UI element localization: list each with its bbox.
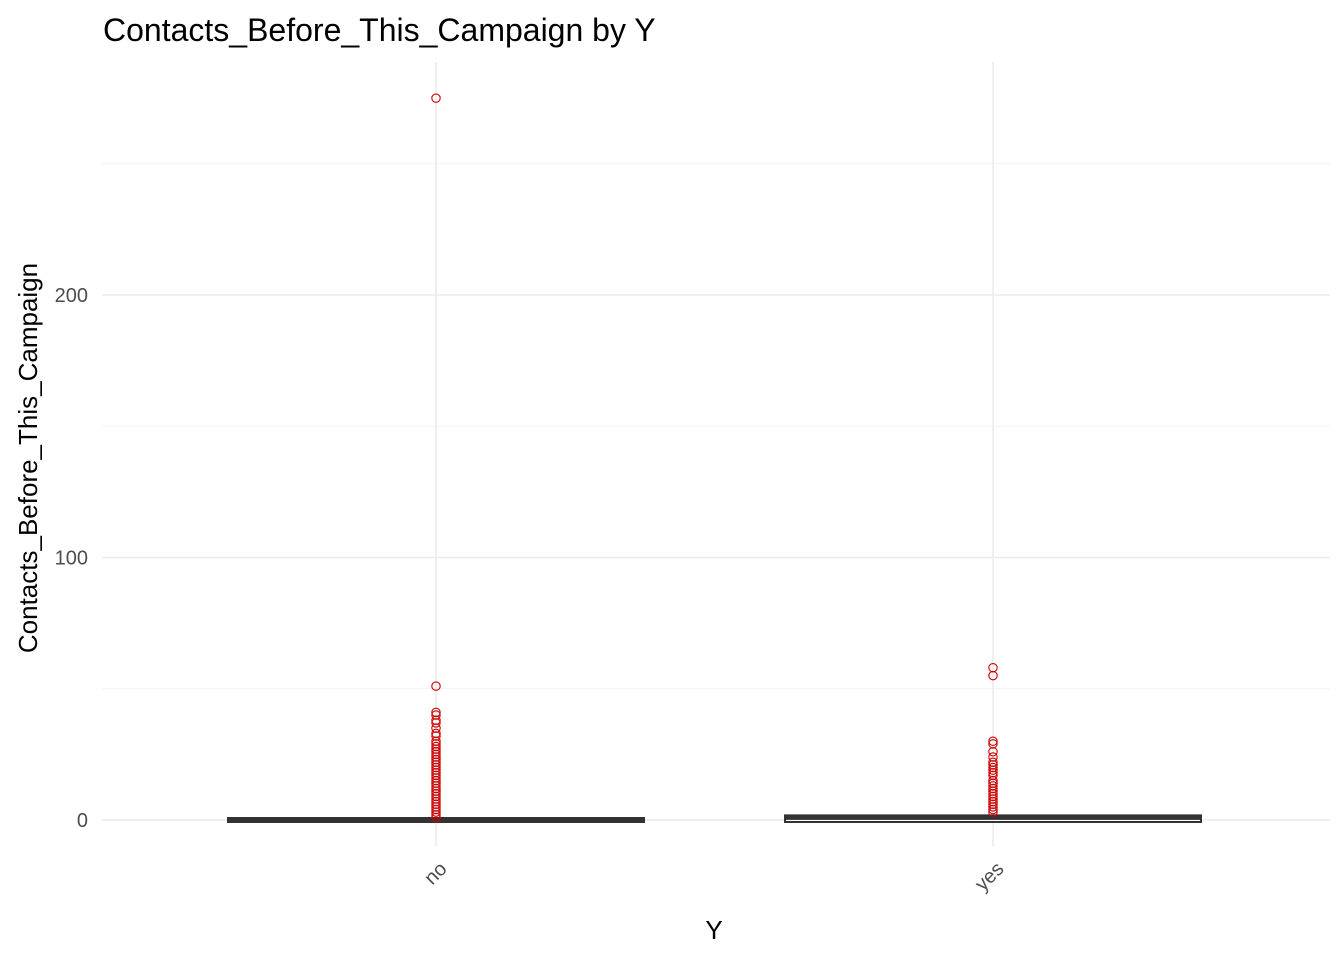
chart-title: Contacts_Before_This_Campaign by Y [103, 12, 656, 48]
outlier-point [988, 765, 998, 775]
outlier-point [988, 670, 998, 681]
outlier-point [431, 809, 441, 820]
outlier-point [431, 807, 441, 817]
outliers [431, 93, 998, 823]
y-axis-title: Contacts_Before_This_Campaign [13, 263, 43, 653]
boxes [227, 814, 1202, 823]
x-axis-ticks: no yes [420, 858, 1008, 896]
outlier-point [988, 736, 998, 746]
y-axis-ticks: 0 100 200 [55, 285, 88, 832]
gridlines [102, 62, 1330, 846]
y-tick-label: 200 [55, 285, 88, 307]
outlier-point [431, 681, 441, 691]
outlier-point [988, 802, 998, 812]
x-axis-title: Y [705, 915, 722, 945]
x-tick-label: no [420, 858, 451, 889]
y-tick-label: 0 [77, 810, 88, 832]
outlier-point [988, 804, 998, 815]
outlier-point [431, 93, 441, 103]
x-tick-label: yes [971, 858, 1009, 896]
outlier-point [988, 807, 998, 817]
outlier-point [988, 746, 998, 757]
outlier-point [431, 812, 441, 823]
y-tick-label: 100 [55, 548, 88, 570]
outlier-point [431, 718, 441, 728]
